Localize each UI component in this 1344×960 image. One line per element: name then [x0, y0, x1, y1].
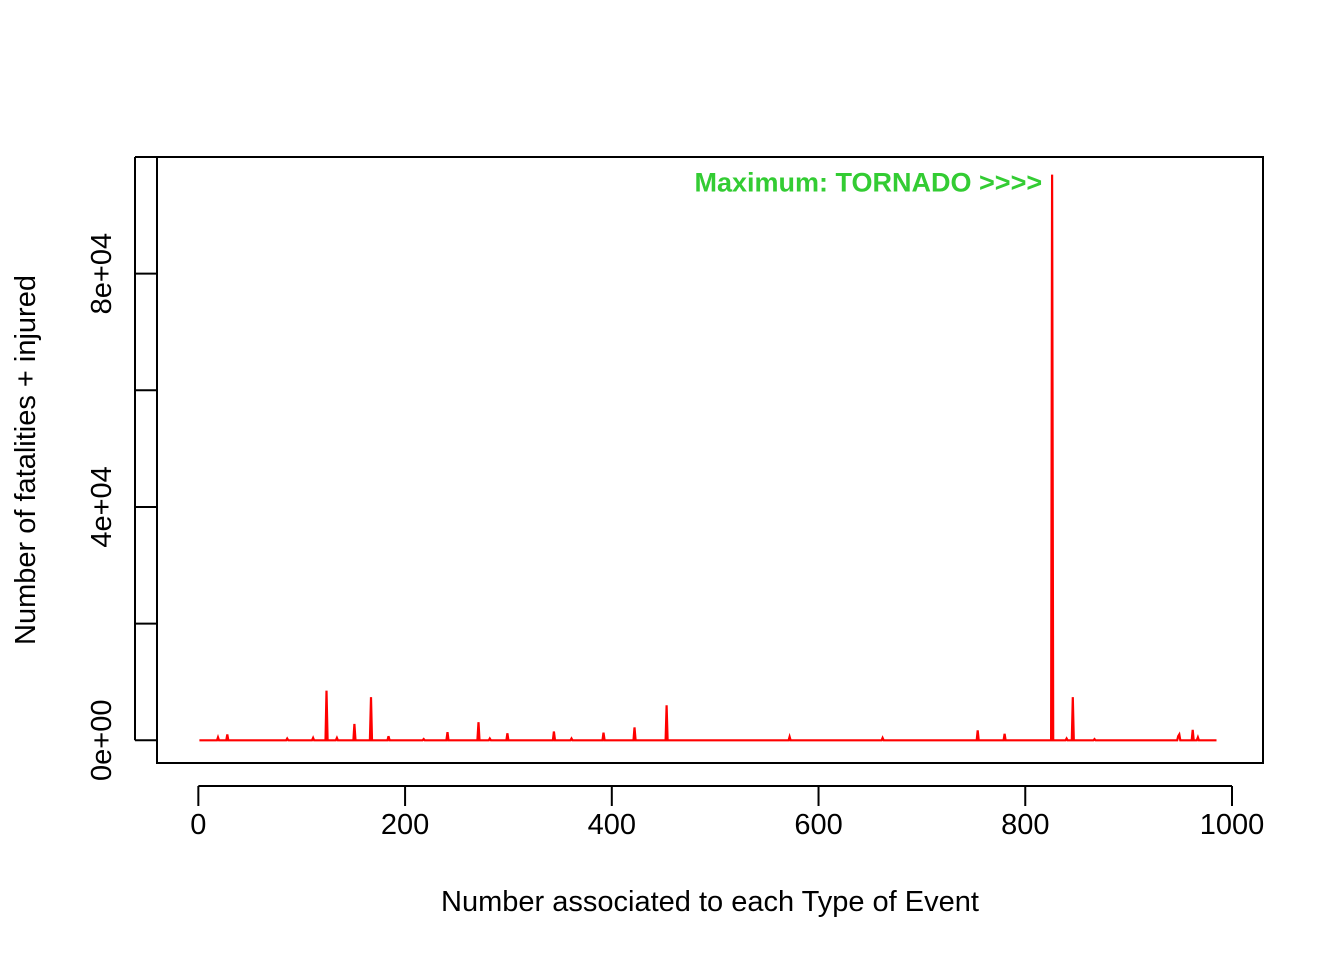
- series-line: [199, 174, 1217, 742]
- series-layer: [199, 174, 1217, 742]
- x-tick-label: 200: [381, 809, 429, 841]
- y-axis-title: Number of fatalities + injured: [10, 275, 42, 645]
- y-tick-label: 4e+04: [86, 466, 118, 547]
- x-tick-label: 1000: [1200, 809, 1265, 841]
- x-tick-label: 600: [794, 809, 842, 841]
- max-annotation: Maximum: TORNADO >>>>: [695, 168, 1043, 198]
- plot-frame: [156, 156, 1264, 764]
- y-tick-label: 8e+04: [86, 233, 118, 314]
- y-axis: 0e+00 4e+04 8e+04: [86, 156, 157, 781]
- x-tick-label: 0: [190, 809, 206, 841]
- x-tick-label: 800: [1001, 809, 1049, 841]
- x-axis-title: Number associated to each Type of Event: [441, 886, 979, 918]
- y-tick-label: 0e+00: [86, 700, 118, 781]
- x-tick-label: 400: [588, 809, 636, 841]
- x-axis: 0 200 400 600 800 1000: [190, 785, 1265, 841]
